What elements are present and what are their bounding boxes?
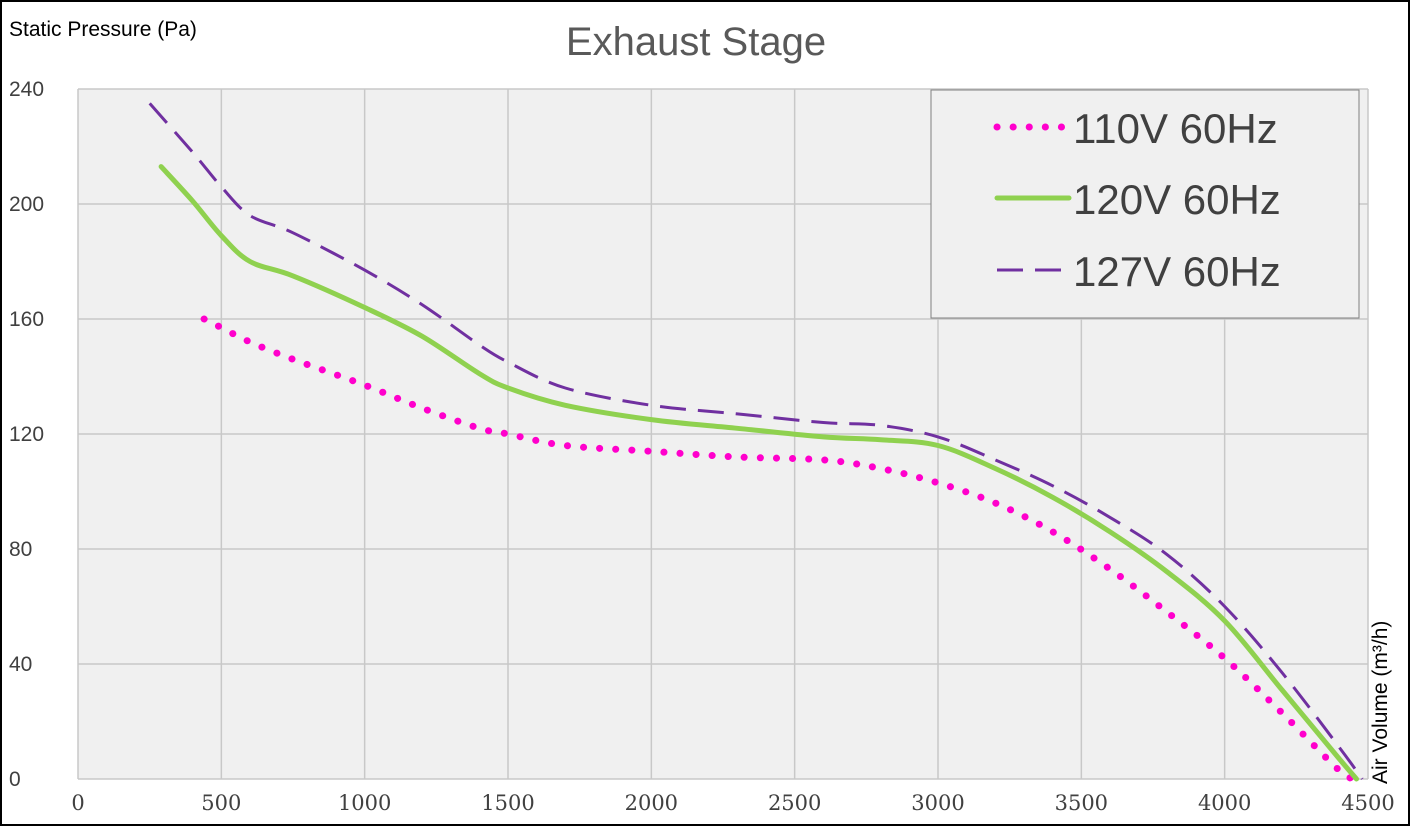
legend-items: 110V 60Hz 120V 60Hz 127V 60Hz xyxy=(993,105,1281,295)
y-axis-label: Static Pressure (Pa) xyxy=(9,18,197,41)
x-tick-label: 3500 xyxy=(1055,791,1108,815)
x-tick-label: 0 xyxy=(71,791,84,815)
chart-title: Exhaust Stage xyxy=(566,20,826,64)
series-layer xyxy=(148,102,1364,783)
legend-label-3: 127V 60Hz xyxy=(1073,248,1281,295)
x-tick-label: 3000 xyxy=(911,791,964,815)
x-axis-label: Air Volume (m³/h) xyxy=(1369,621,1392,784)
series-line-110v-60hz xyxy=(200,315,1360,783)
series-line-127v-60hz xyxy=(148,102,1364,780)
x-axis-ticks: 0 500 1000 1500 2000 2500 3000 3500 4000 4500 xyxy=(71,791,1394,815)
y-tick-label: 200 xyxy=(9,193,44,216)
x-tick-label: 4000 xyxy=(1198,791,1251,815)
y-tick-label: 160 xyxy=(9,308,44,331)
x-tick-label: 2500 xyxy=(768,791,821,815)
x-tick-label: 4500 xyxy=(1341,791,1394,815)
x-tick-label: 500 xyxy=(201,791,241,815)
series-line-120v-60hz xyxy=(158,164,1359,782)
x-tick-label: 2000 xyxy=(625,791,678,815)
y-tick-label: 120 xyxy=(9,423,44,446)
y-tick-label: 40 xyxy=(9,653,32,676)
y-tick-label: 0 xyxy=(9,768,21,791)
x-tick-label: 1000 xyxy=(338,791,391,815)
legend: 110V 60Hz 120V 60Hz 127V 60Hz xyxy=(930,89,1360,319)
y-axis-ticks: 0 40 80 120 160 200 240 xyxy=(9,78,44,791)
legend-label-1: 110V 60Hz xyxy=(1073,105,1278,152)
y-tick-label: 240 xyxy=(9,78,44,101)
legend-box xyxy=(930,89,1360,319)
x-tick-label: 1500 xyxy=(481,791,534,815)
legend-label-2: 120V 60Hz xyxy=(1073,176,1281,223)
y-tick-label: 80 xyxy=(9,538,32,561)
